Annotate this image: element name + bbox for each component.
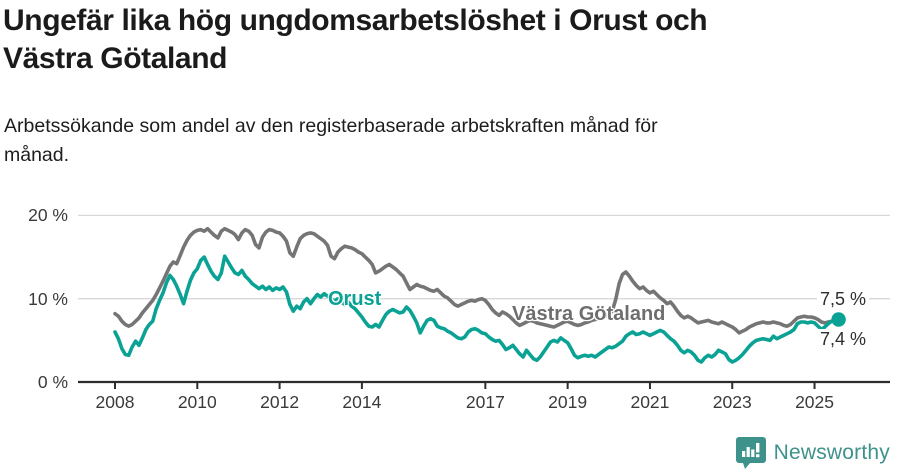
x-tick-label-2021: 2021 [630, 392, 670, 412]
series-line-v-stra-g-taland [113, 226, 841, 335]
latest-value-dot-orust [831, 312, 846, 327]
series-label-vastra-gotaland: Västra Götaland [512, 303, 666, 325]
y-tick-label-10: 10 % [28, 288, 68, 309]
y-tick-label-20: 20 % [28, 205, 68, 226]
x-tick-label-2008: 2008 [95, 392, 135, 412]
newsworthy-logo: Newsworthy [735, 436, 890, 470]
x-tick-label-2023: 2023 [712, 392, 752, 412]
page-title: Ungefär lika hög ungdomsarbetslöshet i O… [3, 4, 708, 75]
x-tick-label-2017: 2017 [465, 392, 505, 412]
x-tick-label-2019: 2019 [548, 392, 588, 412]
newsworthy-logo-text: Newsworthy [773, 441, 890, 464]
x-tick-label-2014: 2014 [342, 392, 382, 412]
x-tick-label-2025: 2025 [795, 392, 835, 412]
end-value-vastra-gotaland: 7,4 % [817, 329, 870, 349]
series-label-orust: Orust [328, 288, 382, 310]
data-series-lines [113, 226, 846, 364]
x-axis [78, 380, 890, 389]
gridlines [78, 214, 890, 300]
series-line-orust [113, 254, 841, 364]
x-tick-label-2012: 2012 [260, 392, 300, 412]
chart-subtitle: Arbetssökande som andel av den registerb… [4, 115, 658, 166]
x-tick-label-2010: 2010 [177, 392, 217, 412]
newsworthy-logo-icon [735, 436, 766, 469]
end-value-orust: 7,5 % [817, 289, 870, 309]
y-tick-label-0: 0 % [37, 372, 68, 392]
